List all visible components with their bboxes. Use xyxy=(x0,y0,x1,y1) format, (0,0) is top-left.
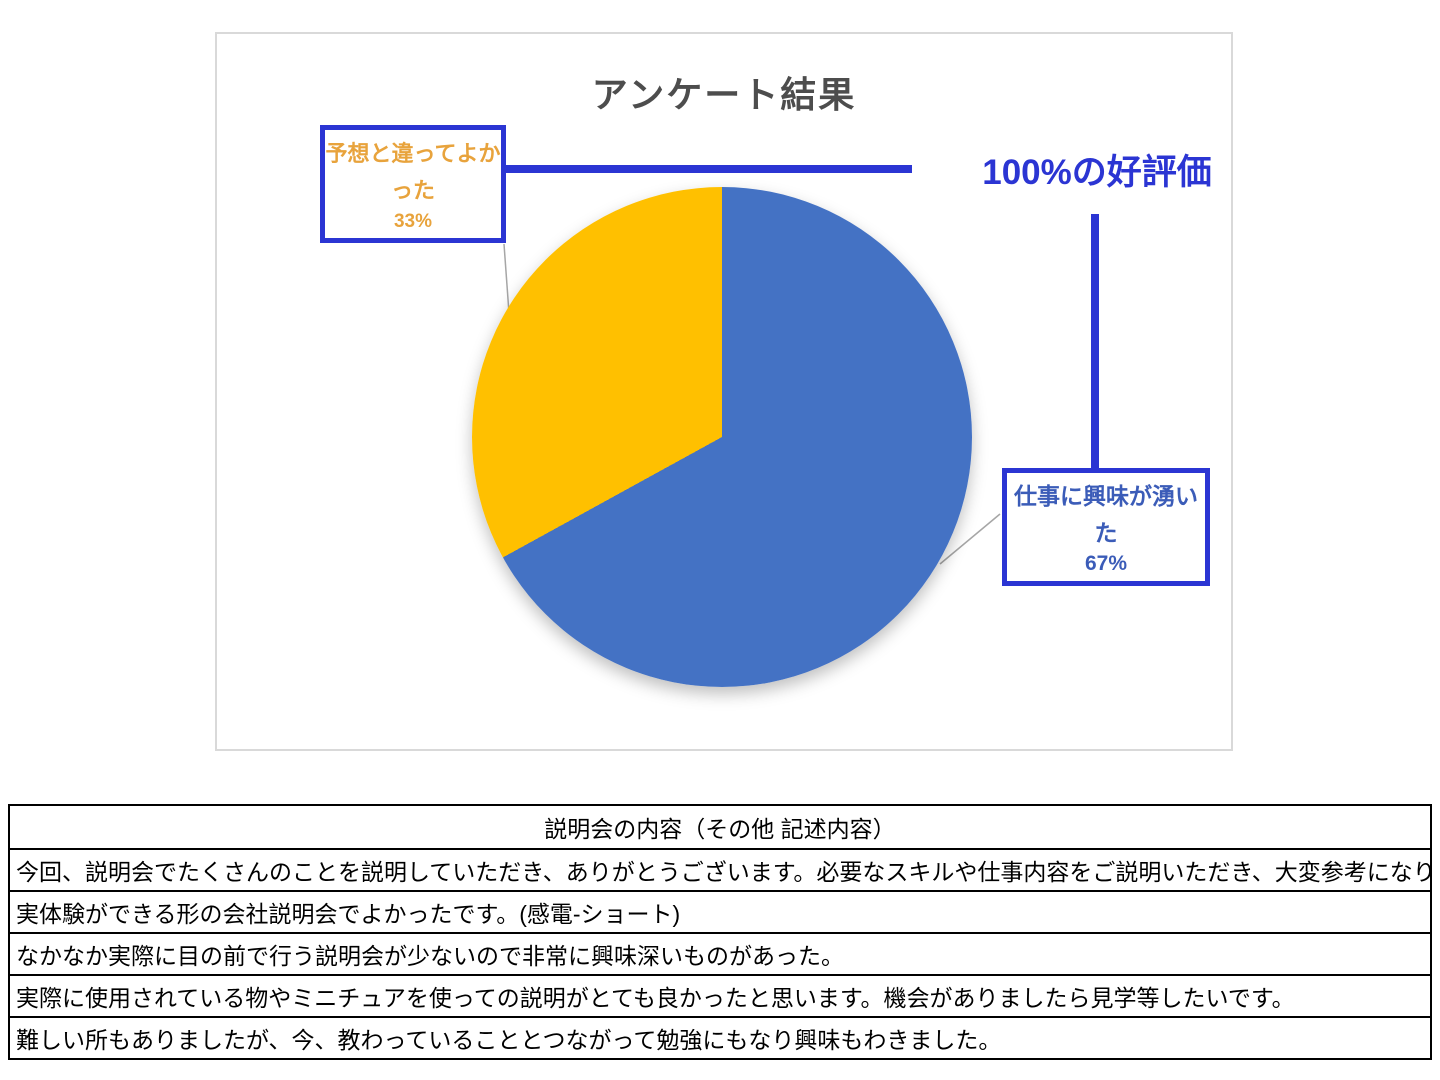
table-row: 難しい所もありましたが、今、教わっていることとつながって勉強にもなり興味もわきま… xyxy=(8,1016,1432,1060)
table-cell-comment-5: 難しい所もありましたが、今、教わっていることとつながって勉強にもなり興味もわきま… xyxy=(8,1016,1432,1060)
table-row: 実体験ができる形の会社説明会でよかったです。(感電-ショート) xyxy=(8,890,1432,934)
chart-title: アンケート結果 xyxy=(591,74,857,115)
leader-line-left xyxy=(503,243,510,314)
label-interested-text: 仕事に興味が湧いた xyxy=(1014,482,1198,546)
table-cell-comment-4: 実際に使用されている物やミニチュアを使っての説明がとても良かったと思います。機会… xyxy=(8,974,1432,1018)
table-header-row: 説明会の内容（その他 記述内容） xyxy=(8,804,1432,850)
table-cell-comment-3: なかなか実際に目の前で行う説明会が少ないので非常に興味深いものがあった。 xyxy=(8,932,1432,976)
annotation-100-percent: 100%の好評価 xyxy=(982,153,1212,192)
survey-chart-frame: アンケート結果 予想と違ってよかった 33% 100%の好評価 仕事に興味が湧い… xyxy=(215,32,1233,751)
label-unexpected-percent: 33% xyxy=(393,211,433,233)
callout-line-vertical xyxy=(1091,214,1099,468)
label-interested-percent: 67% xyxy=(1084,552,1128,576)
table-row: 今回、説明会でたくさんのことを説明していただき、ありがとうございます。必要なスキ… xyxy=(8,848,1432,892)
pie-chart xyxy=(472,187,972,687)
table-row: 実際に使用されている物やミニチュアを使っての説明がとても良かったと思います。機会… xyxy=(8,974,1432,1018)
table-header: 説明会の内容（その他 記述内容） xyxy=(8,804,1432,850)
table-cell-comment-1: 今回、説明会でたくさんのことを説明していただき、ありがとうございます。必要なスキ… xyxy=(8,848,1432,892)
table-row: なかなか実際に目の前で行う説明会が少ないので非常に興味深いものがあった。 xyxy=(8,932,1432,976)
label-box-unexpected: 予想と違ってよかった 33% xyxy=(320,125,506,243)
comments-table: 説明会の内容（その他 記述内容） 今回、説明会でたくさんのことを説明していただき… xyxy=(8,804,1432,1060)
label-box-interested: 仕事に興味が湧いた 67% xyxy=(1002,468,1210,586)
table-cell-comment-2: 実体験ができる形の会社説明会でよかったです。(感電-ショート) xyxy=(8,890,1432,934)
callout-line-horizontal xyxy=(505,165,912,173)
label-unexpected-text: 予想と違ってよかった xyxy=(325,140,501,203)
